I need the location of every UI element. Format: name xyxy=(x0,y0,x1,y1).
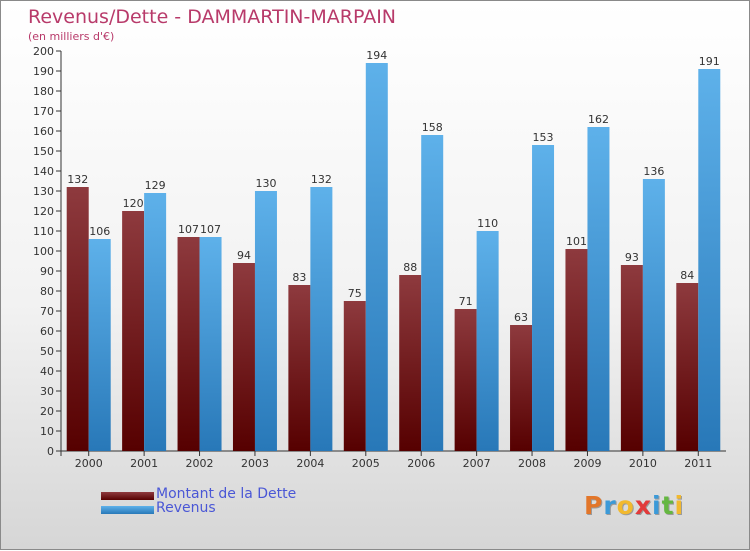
y-tick-label: 190 xyxy=(33,65,54,78)
x-tick-label: 2011 xyxy=(684,457,712,470)
bar-revenus xyxy=(199,237,222,451)
data-label-revenus: 106 xyxy=(89,225,110,238)
y-tick-label: 100 xyxy=(33,245,54,258)
y-tick-label: 30 xyxy=(40,385,54,398)
legend-swatch-dette xyxy=(101,492,154,500)
y-tick-label: 110 xyxy=(33,225,54,238)
x-tick-label: 2006 xyxy=(407,457,435,470)
y-tick-label: 70 xyxy=(40,305,54,318)
data-label-revenus: 132 xyxy=(311,173,332,186)
bar-dette xyxy=(510,325,533,451)
logo-letter: o xyxy=(616,491,635,520)
logo-letter: r xyxy=(603,491,617,520)
data-label-revenus: 136 xyxy=(643,165,664,178)
y-tick-label: 180 xyxy=(33,85,54,98)
y-tick-label: 90 xyxy=(40,265,54,278)
y-tick-label: 130 xyxy=(33,185,54,198)
bar-dette xyxy=(122,211,145,451)
data-label-revenus: 158 xyxy=(422,121,443,134)
x-tick-label: 2004 xyxy=(296,457,324,470)
bar-dette xyxy=(620,265,643,451)
data-label-dette: 88 xyxy=(403,261,417,274)
bar-dette xyxy=(232,263,255,451)
bar-revenus xyxy=(587,127,610,451)
y-tick-label: 80 xyxy=(40,285,54,298)
legend-label-dette: Montant de la Dette xyxy=(156,486,297,502)
y-tick-label: 150 xyxy=(33,145,54,158)
data-label-revenus: 162 xyxy=(588,113,609,126)
x-tick-label: 2007 xyxy=(463,457,491,470)
y-tick-label: 50 xyxy=(40,345,54,358)
logo-letter: x xyxy=(634,491,652,520)
bar-dette xyxy=(565,249,588,451)
bar-revenus xyxy=(421,135,444,451)
data-label-revenus: 191 xyxy=(699,55,720,68)
data-label-dette: 93 xyxy=(625,251,639,264)
bar-dette xyxy=(454,309,477,451)
legend-swatch-revenus xyxy=(101,506,154,514)
x-tick-label: 2002 xyxy=(186,457,214,470)
bar-revenus xyxy=(476,231,499,451)
x-tick-label: 2010 xyxy=(629,457,657,470)
y-tick-label: 10 xyxy=(40,425,54,438)
y-tick-label: 160 xyxy=(33,125,54,138)
bar-dette xyxy=(177,237,200,451)
proxiti-logo: Proxiti xyxy=(584,491,684,520)
logo-letter: i xyxy=(652,491,662,520)
y-tick-label: 170 xyxy=(33,105,54,118)
bar-revenus xyxy=(365,63,388,451)
data-label-dette: 120 xyxy=(123,197,144,210)
data-label-dette: 71 xyxy=(459,295,473,308)
data-label-dette: 101 xyxy=(566,235,587,248)
data-label-revenus: 194 xyxy=(366,49,387,62)
bar-dette xyxy=(399,275,422,451)
data-label-revenus: 153 xyxy=(533,131,554,144)
data-label-dette: 94 xyxy=(237,249,251,262)
bar-dette xyxy=(676,283,699,451)
data-label-revenus: 107 xyxy=(200,223,221,236)
data-label-revenus: 129 xyxy=(145,179,166,192)
bar-dette xyxy=(343,301,366,451)
bar-revenus xyxy=(88,239,111,451)
y-tick-label: 40 xyxy=(40,365,54,378)
data-label-dette: 132 xyxy=(67,173,88,186)
y-tick-label: 0 xyxy=(47,445,54,458)
x-tick-label: 2001 xyxy=(130,457,158,470)
chart-subtitle: (en milliers d'€) xyxy=(28,30,115,43)
x-tick-label: 2003 xyxy=(241,457,269,470)
bar-revenus xyxy=(254,191,277,451)
data-label-dette: 84 xyxy=(680,269,694,282)
logo-letter: P xyxy=(584,491,604,520)
bar-revenus xyxy=(642,179,665,451)
y-tick-label: 120 xyxy=(33,205,54,218)
chart-title: Revenus/Dette - DAMMARTIN-MARPAIN xyxy=(28,6,397,28)
bar-revenus xyxy=(144,193,167,451)
data-label-dette: 63 xyxy=(514,311,528,324)
x-tick-label: 2005 xyxy=(352,457,380,470)
data-label-revenus: 130 xyxy=(255,177,276,190)
data-label-dette: 75 xyxy=(348,287,362,300)
legend-label-revenus: Revenus xyxy=(156,500,216,516)
x-tick-label: 2009 xyxy=(573,457,601,470)
y-tick-label: 20 xyxy=(40,405,54,418)
y-tick-label: 200 xyxy=(33,45,54,58)
data-label-revenus: 110 xyxy=(477,217,498,230)
y-tick-label: 140 xyxy=(33,165,54,178)
y-tick-label: 60 xyxy=(40,325,54,338)
bar-revenus xyxy=(310,187,333,451)
bar-revenus xyxy=(532,145,555,451)
bar-revenus xyxy=(698,69,721,451)
x-tick-label: 2000 xyxy=(75,457,103,470)
data-label-dette: 107 xyxy=(178,223,199,236)
x-tick-label: 2008 xyxy=(518,457,546,470)
logo-letter: i xyxy=(674,491,685,520)
bar-dette xyxy=(288,285,311,451)
logo-letter: t xyxy=(661,491,675,520)
bar-dette xyxy=(66,187,89,451)
data-label-dette: 83 xyxy=(292,271,306,284)
